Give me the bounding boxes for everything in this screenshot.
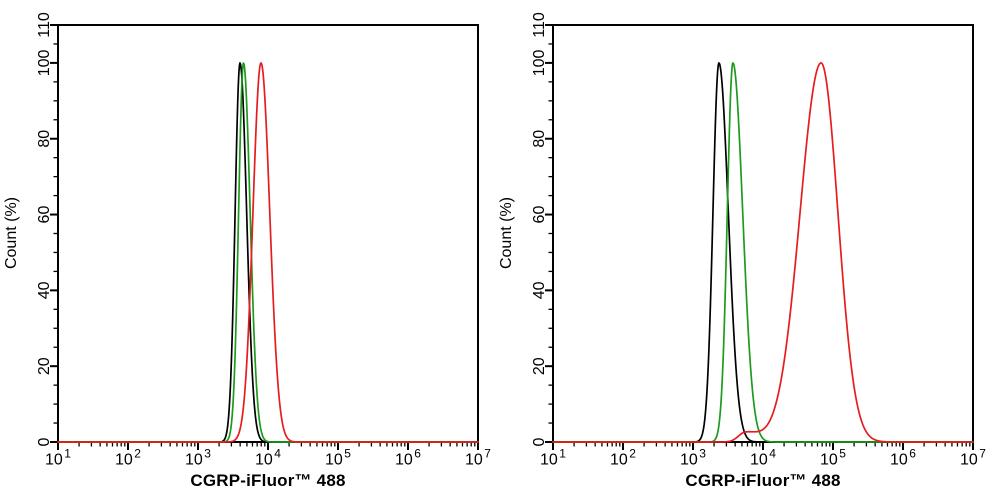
- histogram-curve-red: [552, 62, 974, 443]
- y-axis-title-left: Count (%): [3, 196, 20, 270]
- histogram-curve-green: [552, 62, 974, 443]
- plot-frame: [552, 24, 974, 443]
- histogram-curves: [552, 62, 974, 443]
- y-tick-label: 0: [36, 437, 53, 446]
- y-tick-label: 20: [36, 357, 53, 375]
- histogram-curve-black: [57, 62, 479, 443]
- y-tick-label: 110: [531, 12, 548, 38]
- histogram-curve-red: [57, 62, 479, 443]
- plot-frame: [57, 24, 479, 443]
- histogram-curve-black: [552, 62, 974, 443]
- y-axis-ticks: [50, 24, 58, 443]
- histogram-curve-green: [57, 62, 479, 443]
- y-tick-label: 80: [36, 130, 53, 148]
- y-tick-label: 20: [531, 357, 548, 375]
- y-tick-label: 100: [36, 49, 53, 76]
- y-tick-label: 100: [531, 49, 548, 76]
- histogram-curves: [57, 62, 479, 443]
- y-tick-label: 110: [36, 12, 53, 38]
- y-tick-label: 60: [36, 206, 53, 224]
- y-tick-label: 60: [531, 206, 548, 224]
- x-axis-title-left: CGRP-iFluor™ 488: [190, 471, 346, 490]
- y-tick-labels: 0 20 40 60 80 100 110: [36, 12, 53, 446]
- x-axis-title-right: CGRP-iFluor™ 488: [685, 471, 841, 490]
- y-tick-label: 40: [36, 281, 53, 299]
- y-tick-label: 80: [531, 130, 548, 148]
- y-tick-label: 0: [531, 437, 548, 446]
- y-tick-labels: 0 20 40 60 80 100 110: [531, 12, 548, 446]
- y-axis-title-right: Count (%): [498, 196, 515, 270]
- y-axis-ticks: [545, 24, 553, 443]
- y-tick-label: 40: [531, 281, 548, 299]
